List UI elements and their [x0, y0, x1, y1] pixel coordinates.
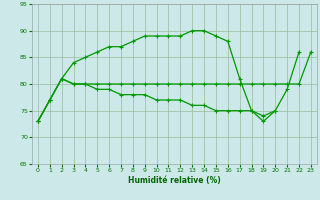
X-axis label: Humidité relative (%): Humidité relative (%)	[128, 176, 221, 185]
